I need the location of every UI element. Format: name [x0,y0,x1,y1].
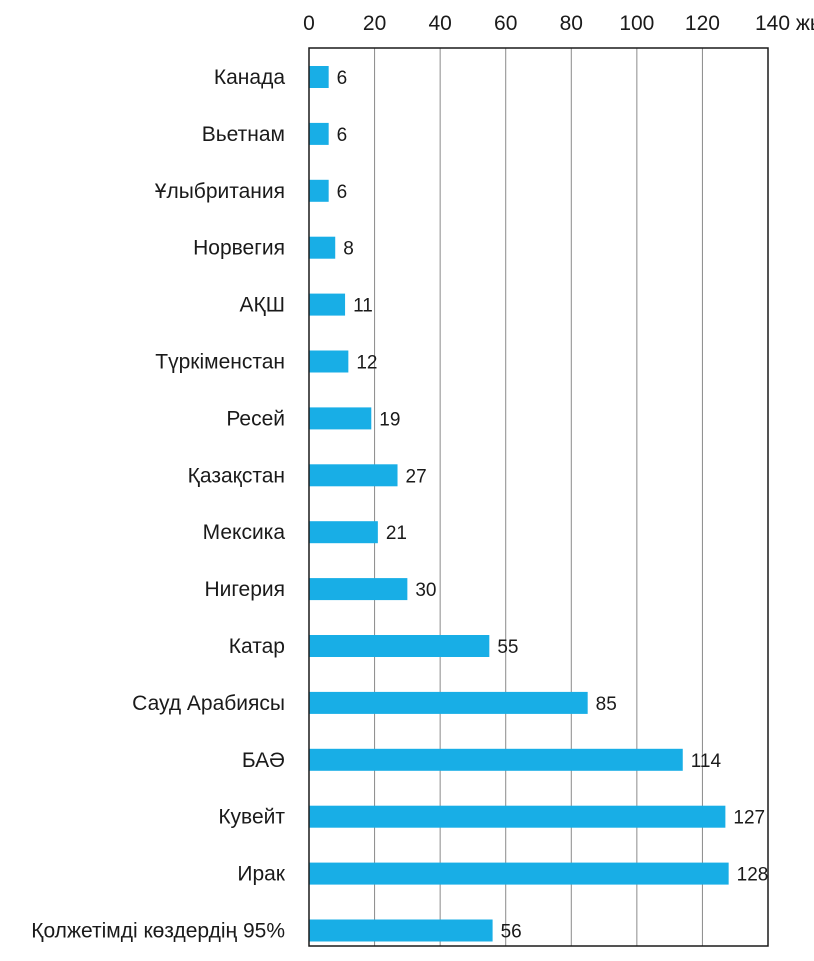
category-label-0: Канада [214,66,285,89]
value-label-3: 8 [343,239,354,260]
category-label-2: Ұлыбритания [155,180,285,203]
value-label-13: 127 [733,808,765,829]
plot-area-frame [308,47,769,947]
x-tick-label-140: 140 жыл [755,12,814,35]
value-label-0: 6 [337,68,348,89]
value-label-15: 56 [501,922,522,943]
value-label-4: 11 [353,296,373,317]
x-axis-ticks: 0 20 40 60 80 100 120 140 жыл [303,12,814,35]
x-tick-label-0: 0 [303,12,315,35]
category-label-1: Вьетнам [202,123,285,146]
bar-14 [309,862,729,885]
value-label-5: 12 [356,353,377,374]
x-tick-label-80: 80 [560,12,583,35]
bar-9 [309,578,408,601]
bar-8 [309,521,378,544]
bar-5 [309,350,349,373]
grid-lines [374,48,703,946]
x-tick-label-20: 20 [363,12,386,35]
x-tick-label-120: 120 [685,12,720,35]
category-label-13: Кувейт [218,806,285,829]
value-label-11: 85 [596,694,617,715]
bar-15 [309,919,493,942]
value-label-8: 21 [386,523,407,544]
bar-11 [309,691,588,714]
bar-7 [309,464,398,487]
bar-2 [309,179,329,202]
value-label-10: 55 [497,637,518,658]
bars [309,66,729,942]
value-label-14: 128 [737,865,769,886]
category-label-11: Сауд Арабиясы [132,692,285,715]
category-label-5: Түркіменстан [155,351,285,374]
category-label-6: Ресей [226,407,285,430]
category-label-4: АҚШ [240,294,286,317]
bar-6 [309,407,372,430]
category-label-14: Ирак [237,863,285,886]
bar-0 [309,66,329,88]
value-label-6: 19 [379,409,400,430]
bar-4 [309,293,346,316]
bar-12 [309,748,683,771]
category-label-7: Қазақстан [188,464,285,487]
x-tick-label-40: 40 [428,12,451,35]
value-label-9: 30 [415,580,436,601]
value-label-2: 6 [337,182,348,203]
category-label-15: Қолжетімді көздердің 95% [31,920,285,943]
category-label-8: Мексика [203,521,286,544]
value-label-7: 27 [406,466,427,487]
category-label-10: Катар [229,635,285,658]
category-label-12: БАӘ [242,749,285,772]
value-labels: 6 6 6 8 11 12 19 27 21 30 55 85 114 127 128 56 [337,68,769,943]
category-label-9: Нигерия [204,578,285,601]
category-labels: Канада Вьетнам Ұлыбритания Норвегия АҚШ Түркі… [31,66,286,943]
value-label-1: 6 [337,125,348,146]
value-label-12: 114 [691,751,722,772]
bar-13 [309,805,726,828]
x-tick-label-100: 100 [619,12,654,35]
x-tick-label-60: 60 [494,12,517,35]
bar-3 [309,236,336,259]
bar-1 [309,122,329,145]
category-label-3: Норвегия [193,237,285,260]
bar-10 [309,635,490,657]
